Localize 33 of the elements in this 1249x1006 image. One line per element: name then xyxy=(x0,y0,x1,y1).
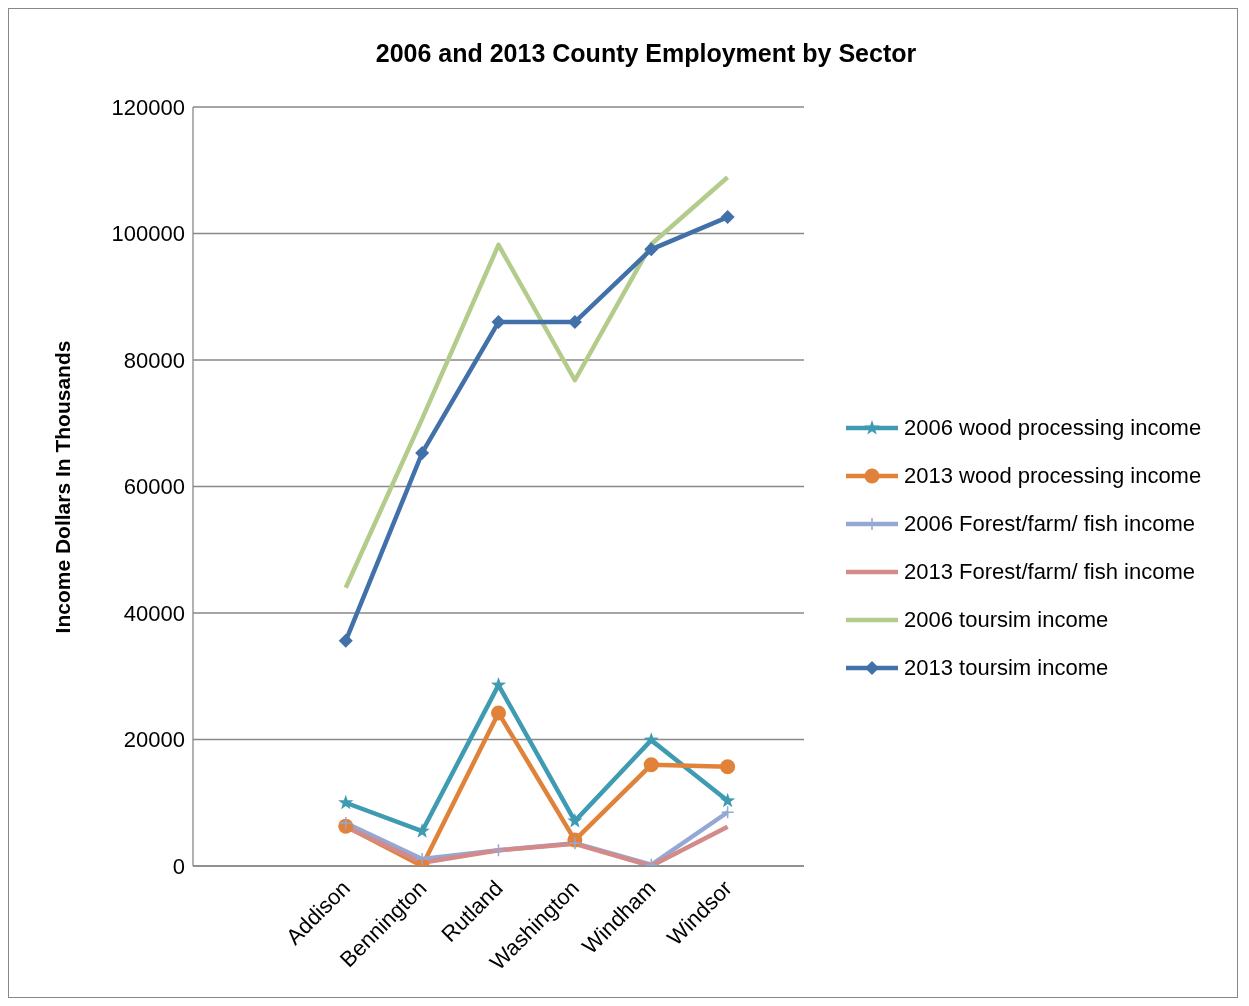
point xyxy=(644,242,659,257)
point xyxy=(643,732,659,747)
point xyxy=(491,705,506,721)
point xyxy=(491,843,506,857)
y-tick-label: 120000 xyxy=(111,94,185,120)
line-series xyxy=(343,174,730,590)
point xyxy=(338,794,354,810)
point xyxy=(415,852,429,866)
point xyxy=(643,757,659,773)
y-axis-title: Income Dollars In Thousands xyxy=(51,340,75,634)
point xyxy=(720,792,736,808)
point xyxy=(720,805,735,819)
point xyxy=(568,836,582,850)
point xyxy=(415,445,430,460)
legend-label: 2006 toursim income xyxy=(904,607,1109,633)
point xyxy=(567,813,583,828)
y-tick-label: 80000 xyxy=(123,347,185,373)
legend-label: 2006 wood processing income xyxy=(904,415,1202,441)
legend-label: 2013 toursim income xyxy=(904,655,1109,681)
point xyxy=(338,633,353,648)
legend-label: 2013 wood processing income xyxy=(904,463,1202,489)
y-tick-label: 20000 xyxy=(123,727,185,753)
y-tick-label: 0 xyxy=(172,853,185,879)
y-tick-label: 100000 xyxy=(111,221,185,247)
y-tick-label: 60000 xyxy=(123,474,185,500)
legend-label: 2006 Forest/farm/ fish income xyxy=(904,511,1196,537)
point xyxy=(720,759,736,775)
point xyxy=(339,816,353,830)
point xyxy=(491,315,506,330)
y-tick-label: 40000 xyxy=(123,600,185,626)
legend-label: 2013 Forest/farm/ fish income xyxy=(904,559,1196,585)
point xyxy=(720,210,735,225)
chart-title: 2006 and 2013 County Employment by Sector xyxy=(374,39,918,68)
